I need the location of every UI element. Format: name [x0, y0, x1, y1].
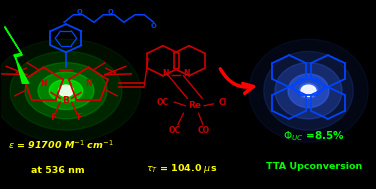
Text: N: N — [163, 69, 169, 78]
Polygon shape — [5, 27, 29, 83]
Text: Cl: Cl — [218, 98, 227, 107]
Text: TTA Upconversion: TTA Upconversion — [266, 162, 362, 171]
Ellipse shape — [0, 39, 141, 142]
Text: $\tau_T$ = 104.0 $\mu$s: $\tau_T$ = 104.0 $\mu$s — [146, 162, 217, 175]
Text: N: N — [183, 69, 190, 78]
Text: F: F — [50, 113, 56, 122]
Ellipse shape — [10, 51, 122, 130]
Text: O: O — [76, 9, 82, 15]
Ellipse shape — [288, 74, 329, 108]
Ellipse shape — [264, 51, 353, 130]
Text: OC: OC — [168, 126, 180, 135]
Ellipse shape — [299, 83, 318, 98]
Text: at 536 nm: at 536 nm — [30, 166, 84, 175]
Text: B: B — [62, 96, 70, 105]
Text: F: F — [76, 113, 82, 122]
Text: N: N — [85, 79, 92, 88]
Text: CO: CO — [198, 126, 210, 135]
Text: OC: OC — [157, 98, 169, 107]
Ellipse shape — [59, 85, 73, 96]
Text: N: N — [40, 79, 47, 88]
Ellipse shape — [25, 63, 107, 119]
Text: O: O — [107, 9, 113, 15]
Ellipse shape — [301, 85, 316, 96]
Ellipse shape — [38, 72, 94, 109]
Ellipse shape — [249, 39, 368, 142]
Text: $\varepsilon$ = 91700 M$^{-1}$ cm$^{-1}$: $\varepsilon$ = 91700 M$^{-1}$ cm$^{-1}$ — [8, 138, 114, 151]
Text: Re: Re — [188, 101, 201, 110]
Text: O: O — [151, 23, 156, 29]
Ellipse shape — [59, 85, 73, 96]
Ellipse shape — [49, 80, 83, 102]
Ellipse shape — [275, 63, 342, 119]
Text: $\Phi_{UC}$ =8.5%: $\Phi_{UC}$ =8.5% — [283, 129, 345, 143]
